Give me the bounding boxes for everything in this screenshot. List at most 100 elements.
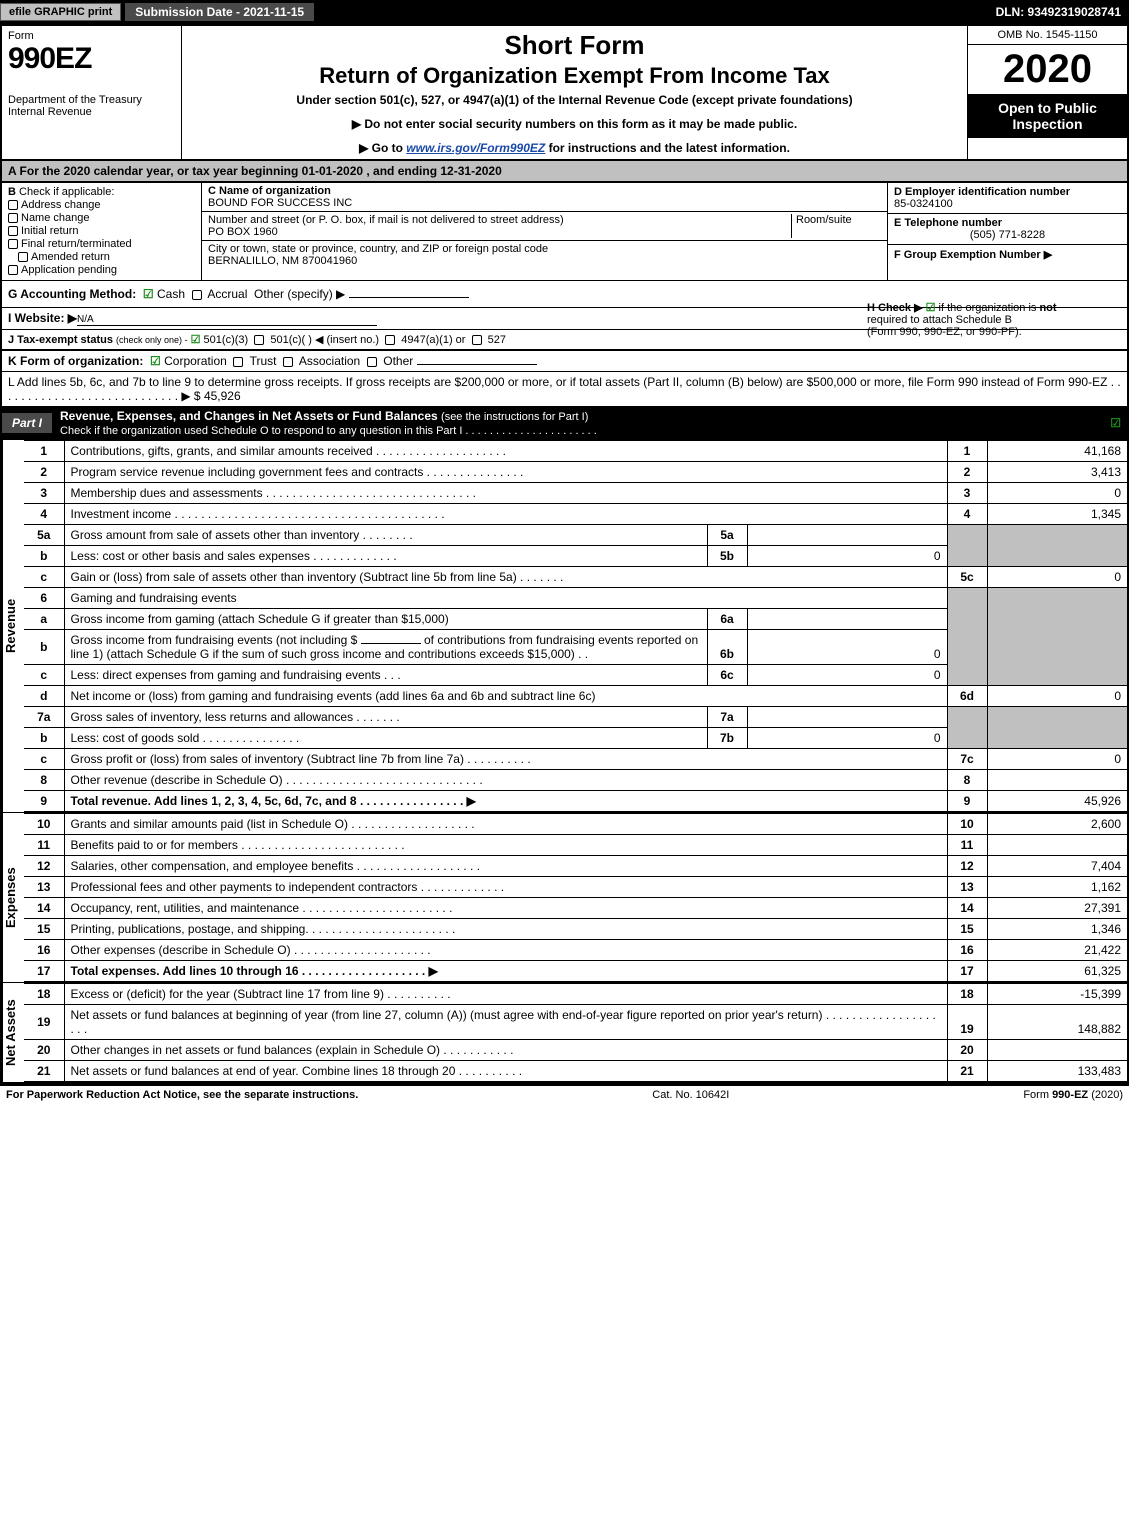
j-4947: 4947(a)(1) or	[401, 334, 465, 346]
arrow-line-2: ▶ Go to www.irs.gov/Form990EZ for instru…	[190, 141, 959, 155]
k-other: Other	[383, 354, 413, 368]
b-label: B	[8, 186, 16, 198]
omb-number: OMB No. 1545-1150	[968, 26, 1127, 45]
expenses-block: Expenses 10Grants and similar amounts pa…	[2, 813, 1127, 983]
header-right: OMB No. 1545-1150 2020 Open to Public In…	[967, 26, 1127, 159]
k-other-input[interactable]	[417, 364, 537, 365]
line-17: 17Total expenses. Add lines 10 through 1…	[24, 961, 1127, 982]
chk-amended-return[interactable]: Amended return	[8, 251, 195, 263]
part-1-label: Part I	[2, 413, 52, 433]
revenue-table: 1Contributions, gifts, grants, and simil…	[24, 440, 1127, 812]
footer-center: Cat. No. 10642I	[652, 1089, 729, 1101]
irs-link[interactable]: www.irs.gov/Form990EZ	[406, 141, 545, 155]
k-other-checkbox[interactable]	[367, 357, 377, 367]
under-section: Under section 501(c), 527, or 4947(a)(1)…	[190, 93, 959, 107]
sections-bcd: B Check if applicable: Address change Na…	[2, 183, 1127, 281]
org-name: BOUND FOR SUCCESS INC	[208, 197, 352, 209]
section-e: E Telephone number (505) 771-8228	[888, 214, 1127, 245]
form-label: Form	[8, 30, 175, 42]
part1-schedule-o-check-icon: ☑	[1110, 416, 1121, 430]
line-6b: bGross income from fundraising events (n…	[24, 630, 1127, 665]
k-corp-check-icon: ☑	[150, 354, 161, 368]
line-7a: 7aGross sales of inventory, less returns…	[24, 707, 1127, 728]
k-assoc-checkbox[interactable]	[283, 357, 293, 367]
j-501c-checkbox[interactable]	[254, 335, 264, 345]
dept-irs: Internal Revenue	[8, 106, 175, 118]
website-value: N/A	[77, 314, 377, 326]
line-20: 20Other changes in net assets or fund ba…	[24, 1040, 1127, 1061]
chk-address-change[interactable]: Address change	[8, 199, 195, 211]
e-label: E Telephone number	[894, 217, 1121, 229]
chk-final-return[interactable]: Final return/terminated	[8, 238, 195, 250]
chk-initial-return[interactable]: Initial return	[8, 225, 195, 237]
accrual-checkbox[interactable]	[192, 290, 202, 300]
line-5c: cGain or (loss) from sale of assets othe…	[24, 567, 1127, 588]
line-19: 19Net assets or fund balances at beginni…	[24, 1005, 1127, 1040]
line-3: 3Membership dues and assessments . . . .…	[24, 483, 1127, 504]
other-specify-input[interactable]	[349, 297, 469, 298]
expenses-vtab: Expenses	[2, 813, 24, 982]
top-bar: efile GRAPHIC print Submission Date - 20…	[0, 0, 1129, 24]
ein: 85-0324100	[894, 198, 1121, 210]
part-1-sub: (see the instructions for Part I)	[441, 411, 588, 423]
k-trust-checkbox[interactable]	[233, 357, 243, 367]
addr-row: Number and street (or P. O. box, if mail…	[202, 212, 887, 241]
c-name-label: C Name of organization	[208, 185, 331, 197]
j-527-checkbox[interactable]	[472, 335, 482, 345]
expenses-table: 10Grants and similar amounts paid (list …	[24, 813, 1127, 982]
tax-year: 2020	[968, 45, 1127, 94]
line-9: 9Total revenue. Add lines 1, 2, 3, 4, 5c…	[24, 791, 1127, 812]
line-12: 12Salaries, other compensation, and empl…	[24, 856, 1127, 877]
arrow-line-1: ▶ Do not enter social security numbers o…	[190, 117, 959, 131]
j-4947-checkbox[interactable]	[385, 335, 395, 345]
f-label: F Group Exemption Number ▶	[894, 249, 1052, 261]
footer-left: For Paperwork Reduction Act Notice, see …	[6, 1089, 358, 1101]
j-sub: (check only one) -	[116, 335, 188, 345]
net-assets-vtab: Net Assets	[2, 983, 24, 1082]
header-left: Form 990EZ Department of the Treasury In…	[2, 26, 182, 159]
section-def: D Employer identification number 85-0324…	[887, 183, 1127, 280]
line-16: 16Other expenses (describe in Schedule O…	[24, 940, 1127, 961]
short-form-title: Short Form	[190, 30, 959, 61]
j-501c3-check-icon: ☑	[191, 334, 201, 346]
revenue-vtab: Revenue	[2, 440, 24, 812]
section-h: H Check ▶ ☑ if the organization is not r…	[867, 301, 1117, 338]
line-7c: cGross profit or (loss) from sales of in…	[24, 749, 1127, 770]
addr-label: Number and street (or P. O. box, if mail…	[208, 214, 564, 226]
line-5a: 5aGross amount from sale of assets other…	[24, 525, 1127, 546]
section-f: F Group Exemption Number ▶	[888, 245, 1127, 264]
g-cash: Cash	[157, 287, 185, 301]
efile-print-button[interactable]: efile GRAPHIC print	[0, 3, 121, 21]
k-label: K Form of organization:	[8, 354, 143, 368]
h-check: H Check ▶	[867, 302, 923, 314]
h-not: not	[1039, 302, 1056, 314]
chk-application-pending[interactable]: Application pending	[8, 264, 195, 276]
d-label: D Employer identification number	[894, 186, 1121, 198]
form-number: 990EZ	[8, 42, 175, 76]
arrow2-pre: ▶ Go to	[359, 141, 406, 155]
dln-number: DLN: 93492319028741	[996, 5, 1129, 19]
line-13: 13Professional fees and other payments t…	[24, 877, 1127, 898]
section-k: K Form of organization: ☑ Corporation Tr…	[2, 349, 1127, 371]
k-assoc: Association	[299, 354, 360, 368]
section-d: D Employer identification number 85-0324…	[888, 183, 1127, 214]
line-4: 4Investment income . . . . . . . . . . .…	[24, 504, 1127, 525]
revenue-block: Revenue 1Contributions, gifts, grants, a…	[2, 440, 1127, 813]
org-city: BERNALILLO, NM 870041960	[208, 255, 357, 267]
h-text-2: required to attach Schedule B	[867, 314, 1012, 326]
g-other: Other (specify) ▶	[254, 287, 345, 301]
submission-date: Submission Date - 2021-11-15	[125, 3, 314, 21]
org-address: PO BOX 1960	[208, 226, 278, 238]
line-10: 10Grants and similar amounts paid (list …	[24, 814, 1127, 835]
city-label: City or town, state or province, country…	[208, 243, 548, 255]
section-b: B Check if applicable: Address change Na…	[2, 183, 202, 280]
open-inspection: Open to Public Inspection	[968, 94, 1127, 138]
section-l: L Add lines 5b, 6c, and 7b to line 9 to …	[2, 371, 1127, 406]
line-21: 21Net assets or fund balances at end of …	[24, 1061, 1127, 1082]
footer-right: Form 990-EZ (2020)	[1023, 1089, 1123, 1101]
line-6a: aGross income from gaming (attach Schedu…	[24, 609, 1127, 630]
return-title: Return of Organization Exempt From Incom…	[190, 63, 959, 89]
chk-name-change[interactable]: Name change	[8, 212, 195, 224]
line-14: 14Occupancy, rent, utilities, and mainte…	[24, 898, 1127, 919]
header-center: Short Form Return of Organization Exempt…	[182, 26, 967, 159]
